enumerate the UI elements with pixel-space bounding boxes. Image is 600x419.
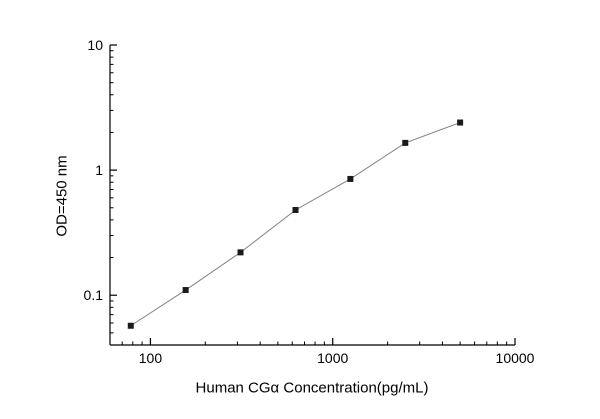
x-tick-label: 100 (139, 350, 163, 366)
x-tick-label: 1000 (317, 350, 348, 366)
data-point-marker (402, 139, 409, 146)
data-point-marker (182, 287, 189, 294)
y-tick-label: 1 (95, 162, 103, 178)
data-point-marker (457, 119, 464, 126)
y-tick-label: 10 (87, 37, 103, 53)
y-tick-label: 0.1 (84, 287, 104, 303)
series-line (130, 122, 461, 327)
data-point-marker (292, 206, 299, 213)
x-tick-label: 10000 (496, 350, 535, 366)
data-point-marker (127, 322, 134, 329)
x-axis-label: Human CGα Concentration(pg/mL) (195, 379, 429, 397)
y-axis-label: OD=450 nm (53, 155, 71, 237)
data-point-marker (347, 175, 354, 182)
data-point-marker (237, 249, 244, 256)
